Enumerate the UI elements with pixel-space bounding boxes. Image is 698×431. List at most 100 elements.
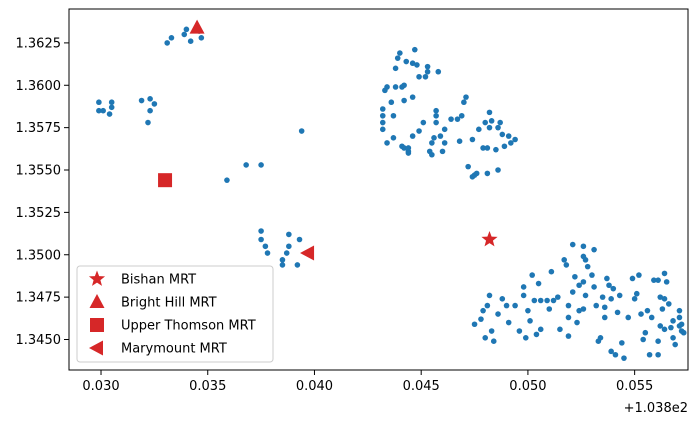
data-point xyxy=(458,112,465,119)
upper-thomson-mrt-marker xyxy=(158,173,173,188)
data-point xyxy=(505,133,512,139)
data-point xyxy=(478,316,484,322)
data-point xyxy=(473,170,480,177)
data-point xyxy=(463,94,469,100)
data-point xyxy=(384,140,390,146)
data-point xyxy=(569,289,576,295)
data-point xyxy=(550,297,557,304)
data-point xyxy=(580,306,587,312)
data-point xyxy=(661,296,668,302)
data-point xyxy=(557,326,563,333)
data-point xyxy=(512,302,518,309)
data-point xyxy=(597,335,604,341)
data-point xyxy=(665,301,672,307)
data-point xyxy=(388,99,395,106)
data-point xyxy=(484,170,491,177)
data-point xyxy=(279,257,286,263)
data-point xyxy=(433,119,439,126)
data-point xyxy=(548,268,555,275)
data-point xyxy=(576,282,582,289)
data-point xyxy=(168,35,175,41)
legend-bishan-mrt-icon xyxy=(88,270,106,286)
data-point xyxy=(401,82,407,89)
bishan-mrt-marker xyxy=(481,231,498,247)
data-point xyxy=(648,314,655,321)
data-point xyxy=(610,285,617,292)
data-point xyxy=(580,243,587,250)
data-point xyxy=(668,324,674,331)
data-point xyxy=(580,279,587,285)
data-point xyxy=(286,243,292,250)
y-tick-label: 1.3500 xyxy=(16,248,62,263)
data-point xyxy=(563,262,570,268)
data-point xyxy=(283,250,290,256)
data-point xyxy=(640,336,646,343)
data-point xyxy=(625,314,632,321)
data-point xyxy=(264,250,271,256)
data-point xyxy=(416,73,422,80)
data-point xyxy=(181,31,188,38)
data-point xyxy=(505,319,512,326)
data-point xyxy=(409,94,416,100)
data-point xyxy=(633,290,640,297)
data-point xyxy=(394,55,401,61)
data-point xyxy=(593,302,600,309)
data-point xyxy=(433,107,439,114)
x-tick-label: 0.055 xyxy=(616,379,653,394)
data-point xyxy=(379,126,386,133)
data-point xyxy=(422,73,429,80)
data-point xyxy=(138,97,145,104)
data-point xyxy=(108,104,115,111)
data-point xyxy=(482,335,489,341)
data-point xyxy=(482,119,489,126)
data-point xyxy=(508,140,514,146)
data-point xyxy=(435,68,442,75)
data-point xyxy=(499,296,506,302)
data-point xyxy=(572,273,578,280)
data-point xyxy=(486,109,493,116)
data-point xyxy=(480,307,486,314)
data-point xyxy=(676,314,683,321)
data-point xyxy=(164,40,170,46)
data-point xyxy=(619,340,625,346)
data-point xyxy=(298,128,305,134)
data-point xyxy=(642,329,649,336)
data-point xyxy=(106,111,113,117)
data-point xyxy=(96,99,102,106)
data-point xyxy=(401,97,407,104)
data-point xyxy=(439,148,446,155)
data-point xyxy=(108,99,115,106)
data-point xyxy=(657,323,664,329)
data-point xyxy=(546,306,553,312)
data-point xyxy=(601,314,608,321)
data-point xyxy=(424,68,431,75)
data-point xyxy=(606,282,612,289)
data-point xyxy=(501,143,508,150)
data-point xyxy=(565,302,572,309)
data-point xyxy=(537,326,544,333)
data-point xyxy=(555,294,561,300)
data-point xyxy=(183,26,190,33)
data-point xyxy=(461,99,467,106)
data-point xyxy=(486,124,493,131)
y-tick-label: 1.3550 xyxy=(16,164,62,179)
data-point xyxy=(661,326,668,333)
x-tick-label: 0.050 xyxy=(509,379,546,394)
data-point xyxy=(437,133,444,139)
data-point xyxy=(262,243,269,250)
data-point xyxy=(644,307,651,314)
legend-label-marymount-mrt: Marymount MRT xyxy=(121,342,227,357)
data-point xyxy=(525,307,531,314)
data-point xyxy=(258,162,264,168)
data-point xyxy=(286,231,292,238)
data-point xyxy=(655,338,661,344)
data-point xyxy=(145,119,151,126)
data-point xyxy=(591,246,597,253)
data-point xyxy=(392,65,399,72)
y-tick-label: 1.3625 xyxy=(16,36,62,51)
data-point xyxy=(488,328,495,334)
data-point xyxy=(187,38,194,44)
data-point xyxy=(409,60,416,67)
data-point xyxy=(638,311,644,317)
